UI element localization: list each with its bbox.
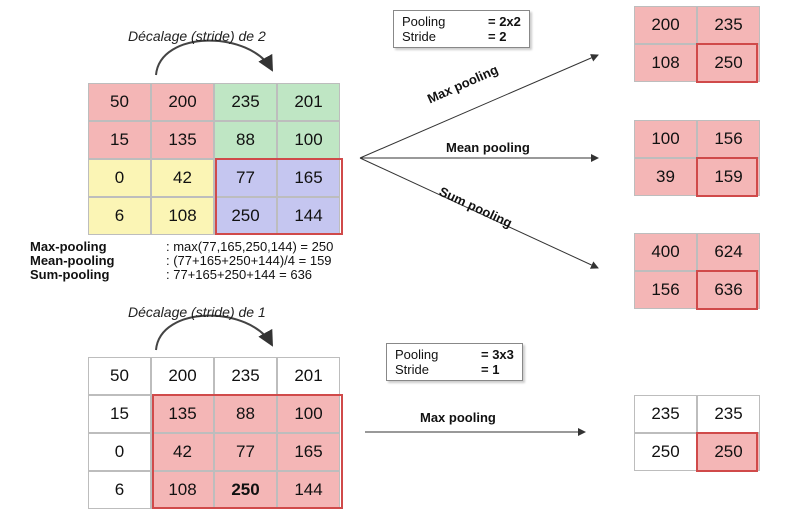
matrix-cell: 165 — [277, 433, 340, 471]
matrix-cell: 400 — [634, 233, 697, 271]
matrix-cell: 235 — [697, 395, 760, 433]
matrix-cell: 135 — [151, 395, 214, 433]
matrix-cell: 15 — [88, 395, 151, 433]
bottom-stride-caption: Décalage (stride) de 1 — [128, 304, 266, 320]
matrix-cell: 200 — [151, 83, 214, 121]
pooling-value: = 2x2 — [488, 14, 521, 29]
top-input-matrix: 50 200 235 201 15 135 88 100 0 42 77 165 6 108 250 144 — [88, 83, 340, 235]
stride-label: Stride — [395, 362, 429, 377]
sum-pooling-arrow — [359, 157, 599, 269]
formula-expr: : (77+165+250+144)/4 = 159 — [166, 253, 332, 268]
matrix-cell: 6 — [88, 471, 151, 509]
matrix-cell: 42 — [151, 433, 214, 471]
matrix-cell: 201 — [277, 357, 340, 395]
matrix-cell: 100 — [277, 395, 340, 433]
matrix-cell: 165 — [277, 159, 340, 197]
matrix-cell: 88 — [214, 395, 277, 433]
matrix-cell: 144 — [277, 471, 340, 509]
matrix-cell: 235 — [697, 6, 760, 44]
matrix-cell: 0 — [88, 159, 151, 197]
top-params-box: Pooling = 2x2 Stride = 2 — [393, 10, 530, 48]
sum-pooling-result: 400 624 156 636 — [634, 233, 760, 309]
stride-value: = 1 — [481, 362, 500, 377]
stride-curve-bottom — [155, 314, 273, 351]
stride-label: Stride — [402, 29, 436, 44]
top-stride-caption: Décalage (stride) de 2 — [128, 28, 266, 44]
matrix-cell: 250 — [697, 433, 760, 471]
matrix-cell: 50 — [88, 357, 151, 395]
stride-value: = 2 — [488, 29, 507, 44]
max-pooling-arrow — [359, 54, 599, 159]
matrix-cell: 235 — [634, 395, 697, 433]
matrix-cell: 77 — [214, 159, 277, 197]
matrix-cell: 636 — [697, 271, 760, 309]
pooling-label: Pooling — [395, 347, 439, 362]
matrix-cell: 108 — [634, 44, 697, 82]
pooling-value: = 3x3 — [481, 347, 514, 362]
matrix-cell: 200 — [634, 6, 697, 44]
stride-curve-top — [155, 39, 273, 76]
matrix-cell: 250 — [634, 433, 697, 471]
matrix-cell: 108 — [151, 197, 214, 235]
matrix-cell: 250 — [214, 471, 277, 509]
matrix-cell: 200 — [151, 357, 214, 395]
formula-expr: : max(77,165,250,144) = 250 — [166, 239, 334, 254]
formula-expr: : 77+165+250+144 = 636 — [166, 267, 313, 282]
matrix-cell: 159 — [697, 158, 760, 196]
matrix-cell: 39 — [634, 158, 697, 196]
matrix-cell: 15 — [88, 121, 151, 159]
matrix-cell: 77 — [214, 433, 277, 471]
mean-pooling-result: 100 156 39 159 — [634, 120, 760, 196]
pooling-label: Pooling — [402, 14, 446, 29]
bottom-max-pooling-result: 235 235 250 250 — [634, 395, 760, 471]
matrix-cell: 250 — [697, 44, 760, 82]
matrix-cell: 100 — [277, 121, 340, 159]
bottom-max-pooling-label: Max pooling — [420, 410, 496, 425]
matrix-cell: 144 — [277, 197, 340, 235]
matrix-cell: 0 — [88, 433, 151, 471]
matrix-cell: 156 — [697, 120, 760, 158]
pooling-formulas: Max-pooling : max(77,165,250,144) = 250 M… — [30, 240, 333, 282]
formula-name: Max-pooling — [30, 239, 107, 254]
matrix-cell: 235 — [214, 83, 277, 121]
matrix-cell: 135 — [151, 121, 214, 159]
formula-name: Sum-pooling — [30, 267, 110, 282]
matrix-cell: 42 — [151, 159, 214, 197]
matrix-cell: 50 — [88, 83, 151, 121]
matrix-cell: 156 — [634, 271, 697, 309]
matrix-cell: 235 — [214, 357, 277, 395]
mean-pooling-label: Mean pooling — [446, 140, 530, 155]
matrix-cell: 6 — [88, 197, 151, 235]
bottom-input-matrix: 50 200 235 201 15 135 88 100 0 42 77 165 6 108 250 144 — [88, 357, 340, 509]
formula-name: Mean-pooling — [30, 253, 115, 268]
matrix-cell: 624 — [697, 233, 760, 271]
bottom-params-box: Pooling = 3x3 Stride = 1 — [386, 343, 523, 381]
matrix-cell: 108 — [151, 471, 214, 509]
matrix-cell: 250 — [214, 197, 277, 235]
max-pooling-result: 200 235 108 250 — [634, 6, 760, 82]
matrix-cell: 201 — [277, 83, 340, 121]
matrix-cell: 100 — [634, 120, 697, 158]
matrix-cell: 88 — [214, 121, 277, 159]
